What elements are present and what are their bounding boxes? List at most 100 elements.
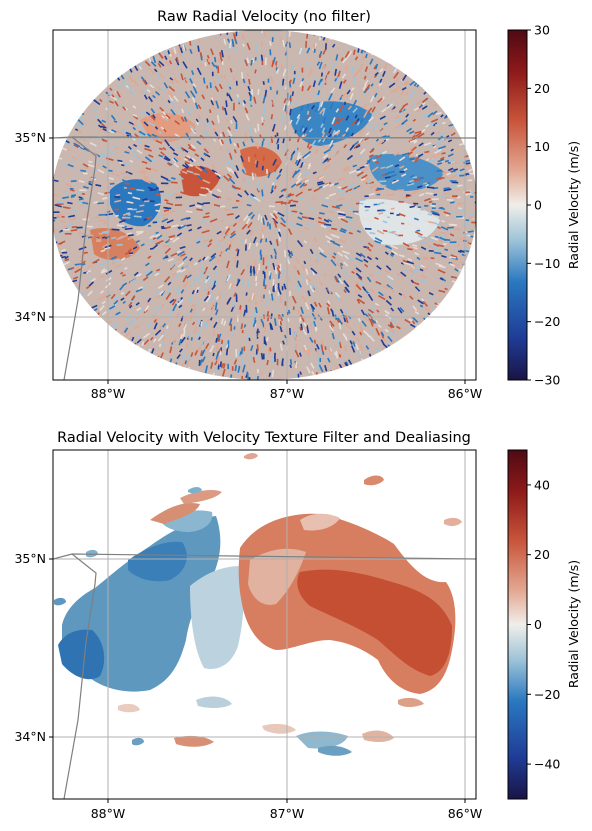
- noise-speckle: [436, 169, 443, 173]
- noise-speckle: [260, 318, 263, 323]
- noise-speckle: [276, 267, 282, 275]
- outbound-fringe: [300, 513, 340, 531]
- noise-speckle: [357, 281, 364, 286]
- noise-speckle: [438, 265, 446, 269]
- noise-speckle: [81, 262, 86, 266]
- noise-speckle: [387, 335, 393, 343]
- noise-speckle: [296, 158, 301, 167]
- noise-speckle: [169, 346, 173, 354]
- noise-speckle: [345, 323, 353, 331]
- noise-speckle: [210, 362, 214, 369]
- noise-speckle: [310, 267, 318, 275]
- noise-speckle: [324, 223, 332, 227]
- noise-speckle: [269, 212, 276, 219]
- noise-speckle: [348, 359, 353, 366]
- noise-speckle: [407, 222, 413, 227]
- noise-speckle: [423, 91, 427, 95]
- noise-speckle: [137, 306, 143, 315]
- noise-speckle: [451, 261, 459, 267]
- noise-speckle: [331, 205, 340, 209]
- noise-speckle: [267, 348, 271, 355]
- noise-speckle: [366, 256, 372, 261]
- noise-speckle: [164, 139, 171, 147]
- noise-speckle: [360, 49, 364, 54]
- noise-speckle: [429, 122, 435, 128]
- noise-speckle: [330, 370, 334, 378]
- noise-speckle: [410, 174, 415, 179]
- noise-speckle: [179, 245, 186, 250]
- noise-speckle: [201, 349, 206, 357]
- echo-south: [196, 696, 232, 708]
- noise-speckle: [181, 170, 188, 175]
- noise-speckle: [227, 93, 233, 102]
- noise-speckle: [131, 317, 136, 325]
- noise-speckle: [358, 155, 363, 159]
- noise-speckle: [438, 145, 447, 150]
- noise-speckle: [307, 188, 312, 191]
- noise-speckle: [361, 217, 369, 221]
- noise-speckle: [212, 265, 218, 271]
- noise-speckle: [437, 158, 445, 163]
- noise-speckle: [268, 293, 271, 302]
- noise-speckle: [189, 78, 194, 84]
- noise-speckle: [203, 148, 209, 154]
- noise-speckle: [382, 285, 388, 289]
- noise-speckle: [188, 146, 196, 152]
- noise-speckle: [409, 158, 415, 161]
- noise-speckle: [375, 256, 379, 261]
- noise-speckle: [113, 258, 121, 262]
- noise-speckle: [142, 198, 148, 201]
- noise-speckle: [380, 335, 387, 342]
- noise-speckle: [193, 262, 198, 266]
- noise-speckle: [163, 82, 169, 89]
- noise-speckle: [252, 293, 256, 300]
- noise-speckle: [171, 299, 177, 306]
- noise-speckle: [331, 43, 336, 48]
- noise-speckle: [394, 164, 400, 168]
- noise-speckle: [245, 217, 251, 225]
- noise-speckle: [280, 217, 287, 224]
- noise-speckle: [375, 74, 382, 80]
- noise-speckle: [395, 77, 400, 83]
- noise-speckle: [401, 292, 407, 299]
- noise-speckle: [210, 289, 213, 294]
- noise-speckle: [355, 252, 362, 257]
- noise-speckle: [144, 147, 152, 152]
- noise-speckle: [287, 309, 291, 314]
- noise-speckle: [338, 238, 346, 243]
- noise-speckle: [369, 121, 374, 128]
- noise-speckle: [305, 33, 309, 39]
- noise-speckle: [295, 284, 300, 292]
- noise-speckle: [219, 146, 223, 151]
- noise-speckle: [305, 279, 309, 286]
- noise-speckle: [128, 301, 133, 307]
- x-tick-label: 87°W: [270, 806, 305, 821]
- noise-speckle: [90, 304, 98, 309]
- noise-speckle: [260, 352, 264, 360]
- noise-speckle: [179, 334, 183, 340]
- noise-speckle: [90, 277, 96, 283]
- noise-speckle: [345, 115, 350, 121]
- noise-speckle: [178, 338, 182, 346]
- noise-speckle: [136, 210, 144, 213]
- noise-speckle: [184, 160, 191, 165]
- noise-speckle: [215, 337, 218, 343]
- noise-speckle: [342, 203, 347, 207]
- noise-speckle: [203, 129, 209, 135]
- noise-speckle: [423, 236, 428, 240]
- noise-speckle: [323, 218, 330, 223]
- noise-speckle: [317, 362, 320, 370]
- noise-speckle: [294, 343, 298, 350]
- noise-speckle: [309, 285, 315, 293]
- noise-speckle: [189, 48, 193, 54]
- noise-speckle: [99, 274, 105, 279]
- noise-speckle: [191, 321, 196, 326]
- noise-speckle: [290, 171, 295, 175]
- noise-speckle: [112, 329, 117, 335]
- noise-speckle: [232, 115, 238, 123]
- noise-speckle: [182, 61, 188, 69]
- noise-speckle: [454, 188, 461, 191]
- noise-speckle: [301, 265, 306, 271]
- noise-speckle: [203, 287, 207, 292]
- noise-speckle: [194, 153, 200, 157]
